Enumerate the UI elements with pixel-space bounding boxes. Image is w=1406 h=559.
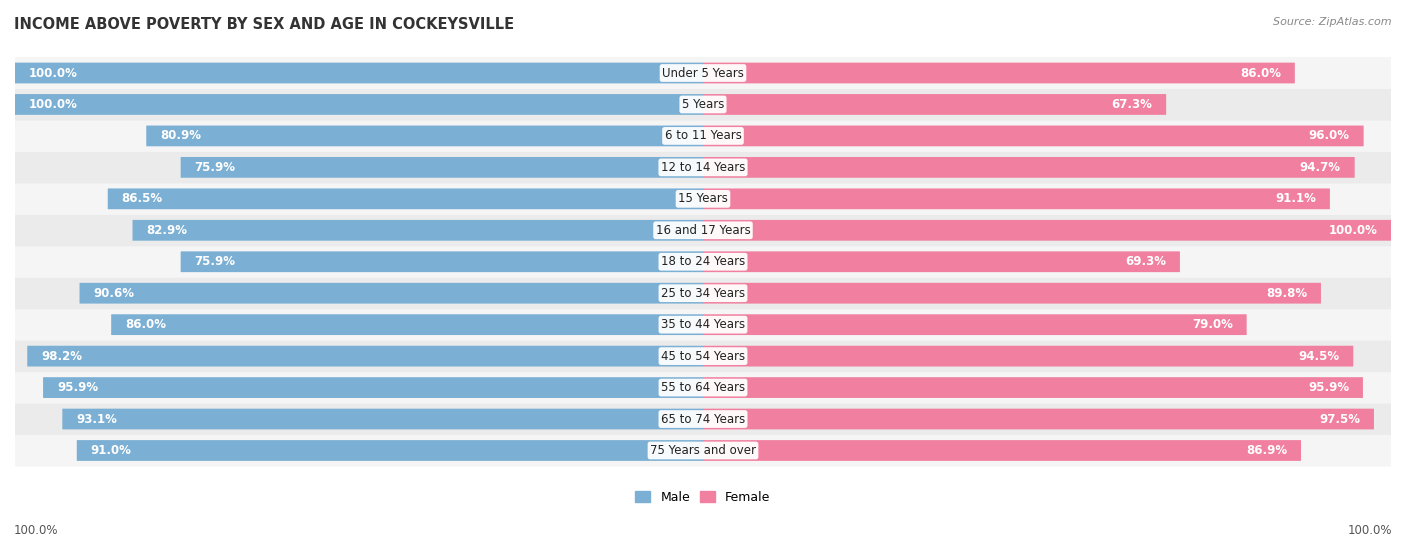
Text: 35 to 44 Years: 35 to 44 Years <box>661 318 745 331</box>
Text: 89.8%: 89.8% <box>1265 287 1308 300</box>
FancyBboxPatch shape <box>703 157 1354 178</box>
FancyBboxPatch shape <box>703 283 1322 304</box>
FancyBboxPatch shape <box>703 220 1391 241</box>
FancyBboxPatch shape <box>62 409 703 429</box>
Text: 96.0%: 96.0% <box>1309 130 1350 143</box>
FancyBboxPatch shape <box>703 188 1330 209</box>
Text: 100.0%: 100.0% <box>1329 224 1378 237</box>
FancyBboxPatch shape <box>15 246 1391 278</box>
Text: 100.0%: 100.0% <box>28 98 77 111</box>
Text: INCOME ABOVE POVERTY BY SEX AND AGE IN COCKEYSVILLE: INCOME ABOVE POVERTY BY SEX AND AGE IN C… <box>14 17 515 32</box>
FancyBboxPatch shape <box>15 214 1391 247</box>
Text: Source: ZipAtlas.com: Source: ZipAtlas.com <box>1274 17 1392 27</box>
Text: 6 to 11 Years: 6 to 11 Years <box>665 130 741 143</box>
FancyBboxPatch shape <box>15 151 1391 183</box>
FancyBboxPatch shape <box>15 183 1391 215</box>
FancyBboxPatch shape <box>15 63 703 83</box>
Text: 94.5%: 94.5% <box>1298 349 1340 363</box>
FancyBboxPatch shape <box>15 88 1391 121</box>
FancyBboxPatch shape <box>146 126 703 146</box>
FancyBboxPatch shape <box>703 440 1301 461</box>
FancyBboxPatch shape <box>180 157 703 178</box>
FancyBboxPatch shape <box>703 63 1295 83</box>
FancyBboxPatch shape <box>15 403 1391 435</box>
Text: 79.0%: 79.0% <box>1192 318 1233 331</box>
Text: 97.5%: 97.5% <box>1319 413 1360 425</box>
Text: 12 to 14 Years: 12 to 14 Years <box>661 161 745 174</box>
Text: 100.0%: 100.0% <box>14 524 59 537</box>
Text: 94.7%: 94.7% <box>1299 161 1341 174</box>
Text: Under 5 Years: Under 5 Years <box>662 67 744 79</box>
Text: 16 and 17 Years: 16 and 17 Years <box>655 224 751 237</box>
Text: 91.1%: 91.1% <box>1275 192 1316 205</box>
FancyBboxPatch shape <box>80 283 703 304</box>
FancyBboxPatch shape <box>703 409 1374 429</box>
Text: 86.5%: 86.5% <box>122 192 163 205</box>
FancyBboxPatch shape <box>15 120 1391 152</box>
Text: 18 to 24 Years: 18 to 24 Years <box>661 255 745 268</box>
Text: 90.6%: 90.6% <box>93 287 135 300</box>
Text: 75 Years and over: 75 Years and over <box>650 444 756 457</box>
FancyBboxPatch shape <box>703 314 1247 335</box>
Text: 100.0%: 100.0% <box>1347 524 1392 537</box>
Text: 86.0%: 86.0% <box>1240 67 1281 79</box>
Text: 75.9%: 75.9% <box>194 255 236 268</box>
Text: 98.2%: 98.2% <box>41 349 82 363</box>
Legend: Male, Female: Male, Female <box>630 486 776 509</box>
Text: 82.9%: 82.9% <box>146 224 187 237</box>
FancyBboxPatch shape <box>15 372 1391 404</box>
FancyBboxPatch shape <box>703 126 1364 146</box>
FancyBboxPatch shape <box>703 94 1166 115</box>
Text: 95.9%: 95.9% <box>1308 381 1348 394</box>
Text: 67.3%: 67.3% <box>1111 98 1153 111</box>
FancyBboxPatch shape <box>15 340 1391 372</box>
FancyBboxPatch shape <box>27 345 703 367</box>
Text: 75.9%: 75.9% <box>194 161 236 174</box>
Text: 69.3%: 69.3% <box>1125 255 1166 268</box>
FancyBboxPatch shape <box>15 309 1391 340</box>
FancyBboxPatch shape <box>703 377 1362 398</box>
FancyBboxPatch shape <box>15 94 703 115</box>
Text: 86.0%: 86.0% <box>125 318 166 331</box>
FancyBboxPatch shape <box>44 377 703 398</box>
Text: 45 to 54 Years: 45 to 54 Years <box>661 349 745 363</box>
Text: 100.0%: 100.0% <box>28 67 77 79</box>
FancyBboxPatch shape <box>703 345 1354 367</box>
FancyBboxPatch shape <box>132 220 703 241</box>
FancyBboxPatch shape <box>108 188 703 209</box>
Text: 91.0%: 91.0% <box>90 444 132 457</box>
FancyBboxPatch shape <box>15 434 1391 467</box>
Text: 86.9%: 86.9% <box>1246 444 1286 457</box>
FancyBboxPatch shape <box>180 252 703 272</box>
FancyBboxPatch shape <box>15 277 1391 309</box>
Text: 25 to 34 Years: 25 to 34 Years <box>661 287 745 300</box>
Text: 93.1%: 93.1% <box>76 413 117 425</box>
FancyBboxPatch shape <box>15 57 1391 89</box>
Text: 15 Years: 15 Years <box>678 192 728 205</box>
Text: 95.9%: 95.9% <box>58 381 98 394</box>
Text: 65 to 74 Years: 65 to 74 Years <box>661 413 745 425</box>
FancyBboxPatch shape <box>703 252 1180 272</box>
FancyBboxPatch shape <box>77 440 703 461</box>
Text: 80.9%: 80.9% <box>160 130 201 143</box>
FancyBboxPatch shape <box>111 314 703 335</box>
Text: 55 to 64 Years: 55 to 64 Years <box>661 381 745 394</box>
Text: 5 Years: 5 Years <box>682 98 724 111</box>
